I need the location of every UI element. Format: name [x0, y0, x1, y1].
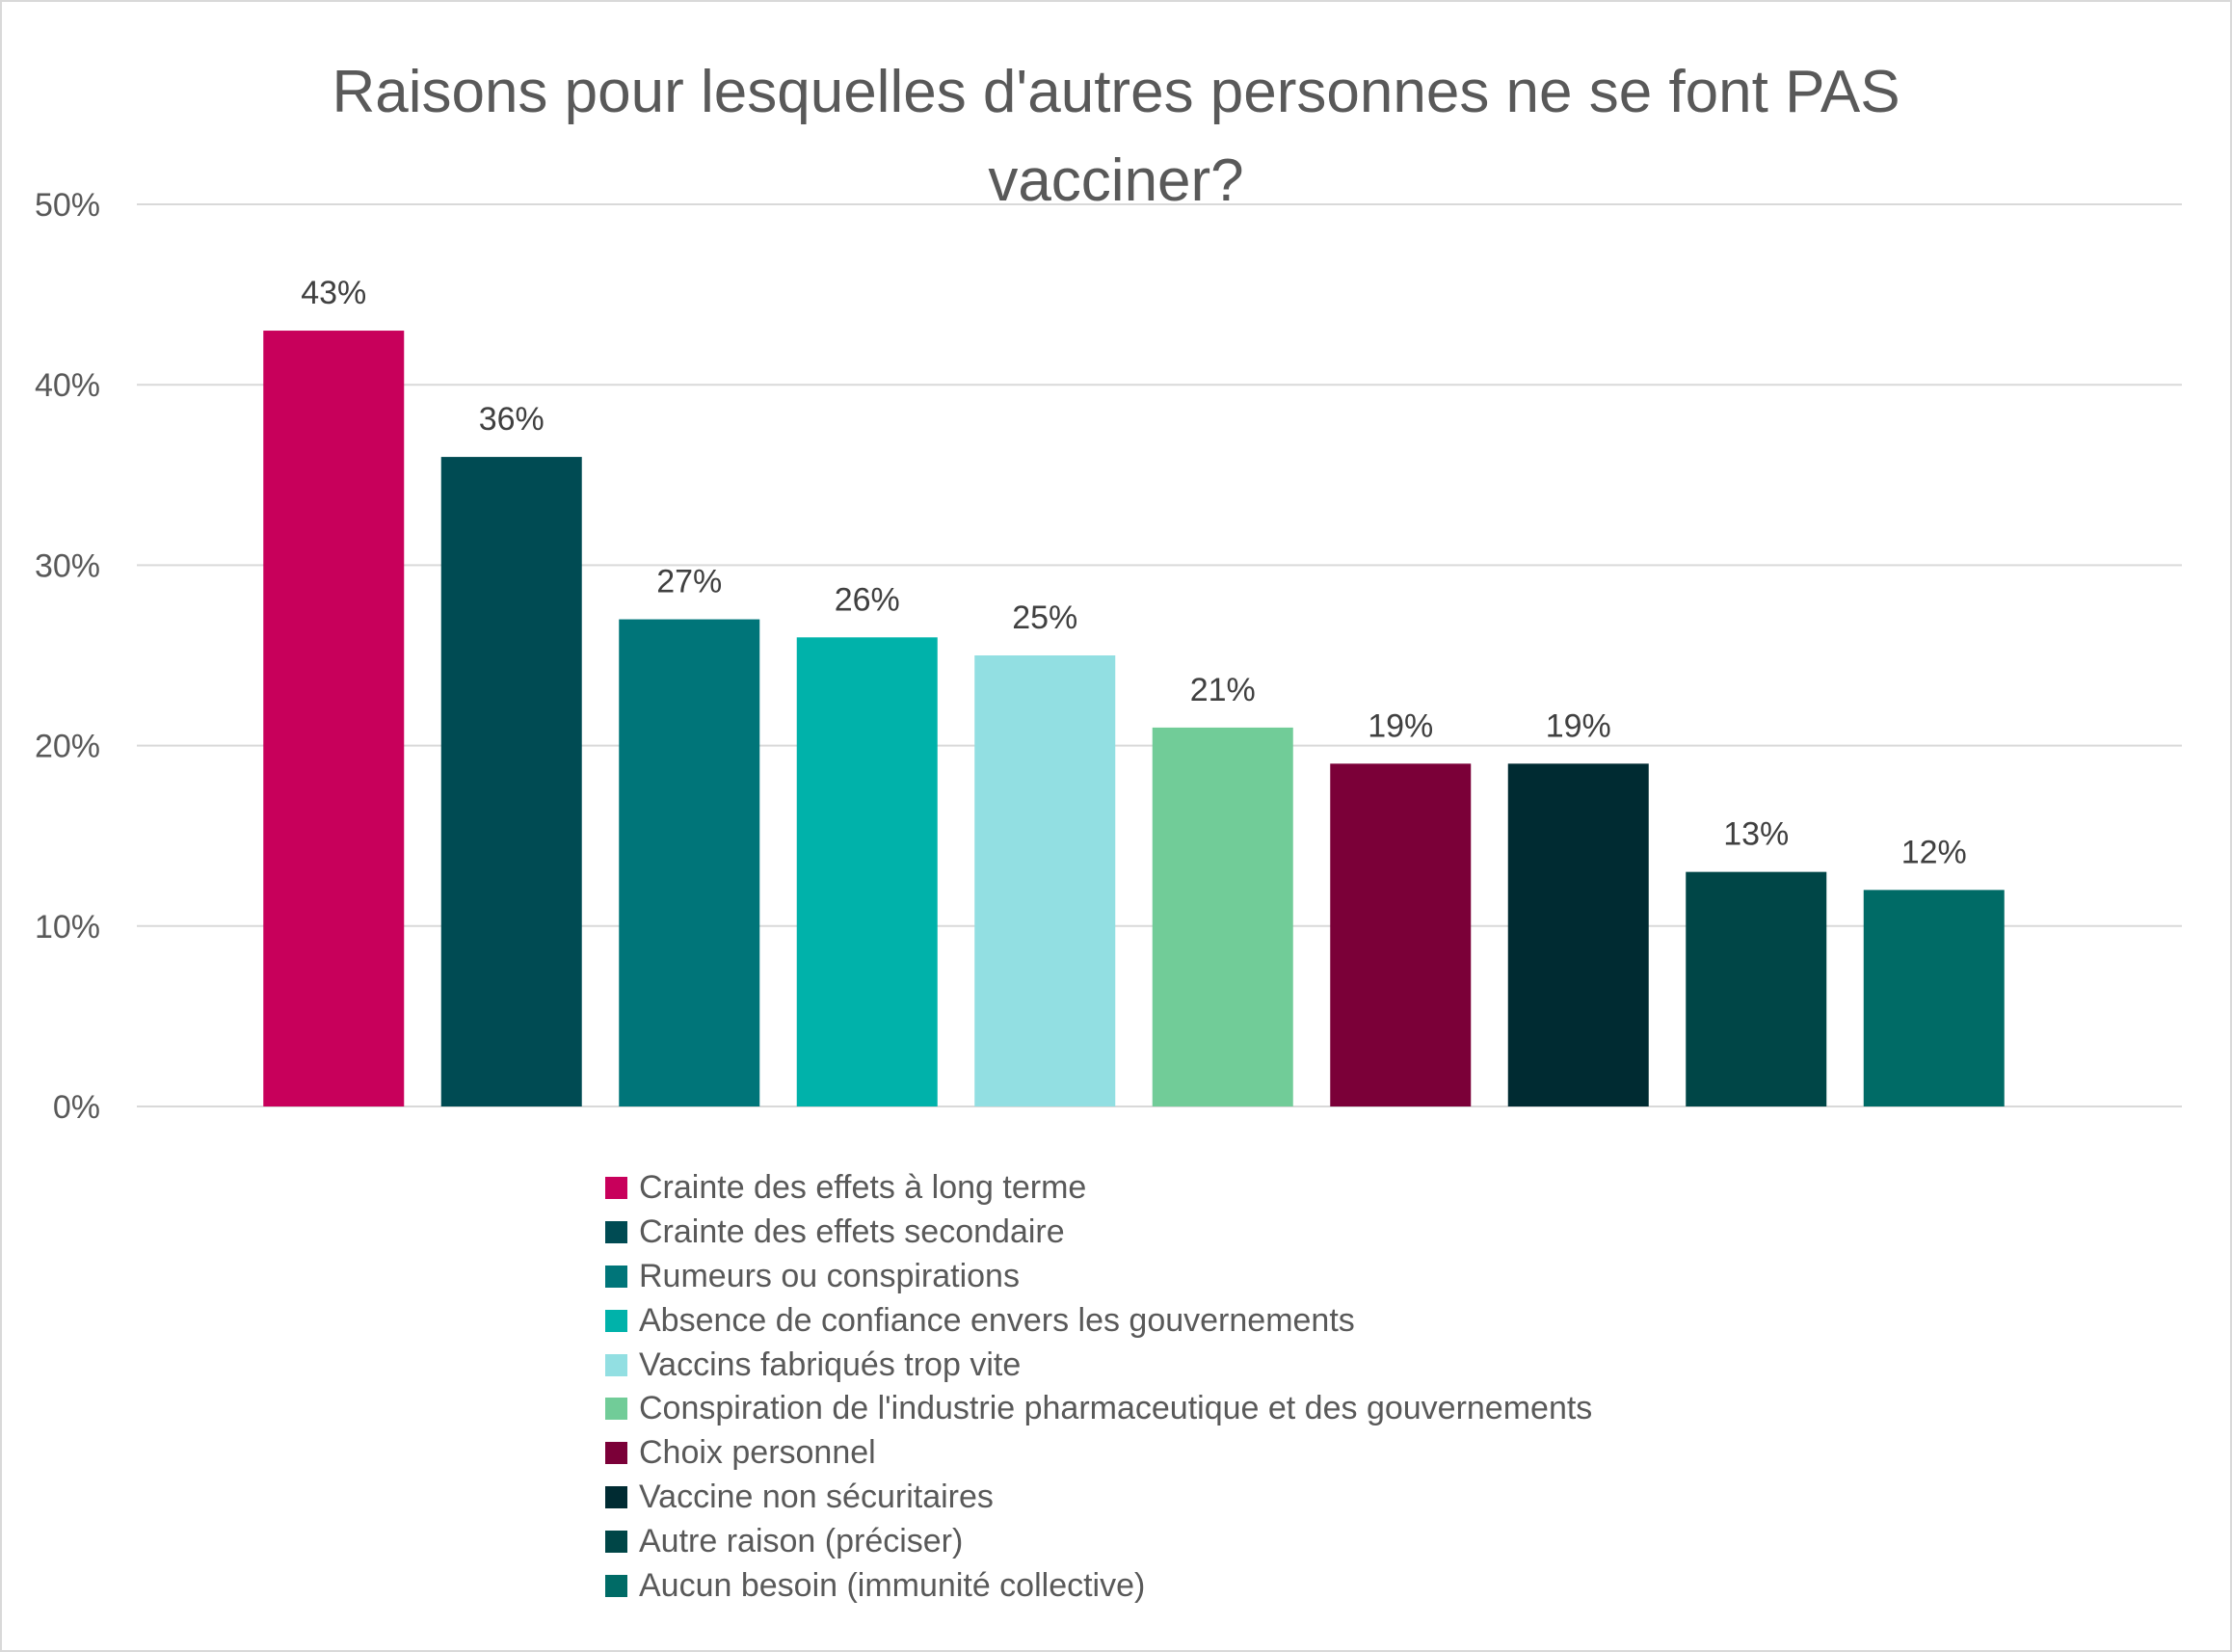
bar-7 — [1330, 763, 1472, 1106]
legend-item: Choix personnel — [605, 1431, 1592, 1476]
bar-5 — [974, 655, 1116, 1106]
legend-swatch — [605, 1574, 627, 1597]
legend-swatch — [605, 1177, 627, 1200]
chart-title-line-1: Raisons pour lesquelles d'autres personn… — [332, 59, 1900, 125]
bar-4 — [796, 637, 938, 1106]
bar-8 — [1507, 763, 1649, 1106]
data-label-8: 19% — [1546, 707, 1611, 744]
legend-swatch — [605, 1353, 627, 1376]
legend-item: Aucun besoin (immunité collective) — [605, 1563, 1592, 1608]
legend-item: Conspiration de l'industrie pharmaceutiq… — [605, 1387, 1592, 1431]
legend-swatch — [605, 1530, 627, 1553]
legend-label: Crainte des effets à long terme — [639, 1169, 1087, 1207]
legend-label: Aucun besoin (immunité collective) — [639, 1566, 1146, 1604]
legend-label: Autre raison (préciser) — [639, 1522, 964, 1559]
bar-10 — [1863, 890, 2005, 1106]
legend-label: Vaccins fabriqués trop vite — [639, 1346, 1022, 1383]
chart-title-line-2: vacciner? — [988, 147, 1244, 214]
data-label-6: 21% — [1190, 672, 1256, 708]
data-label-3: 27% — [656, 564, 722, 600]
bar-9 — [1686, 871, 1827, 1106]
data-label-10: 12% — [1901, 834, 1967, 870]
bar-2 — [440, 457, 582, 1107]
data-label-1: 43% — [301, 275, 366, 311]
legend-item: Vaccins fabriqués trop vite — [605, 1343, 1592, 1387]
legend-item: Crainte des effets à long terme — [605, 1166, 1592, 1211]
legend-label: Vaccine non sécuritaires — [639, 1478, 994, 1515]
y-tick-label: 10% — [35, 909, 100, 946]
y-tick-label: 20% — [35, 729, 100, 765]
legend-swatch — [605, 1265, 627, 1288]
chart-legend: Crainte des effets à long terme Crainte d… — [605, 1166, 1592, 1608]
legend-item: Autre raison (préciser) — [605, 1519, 1592, 1563]
legend-swatch — [605, 1221, 627, 1244]
legend-swatch — [605, 1485, 627, 1508]
legend-item: Absence de confiance envers les gouverne… — [605, 1298, 1592, 1343]
bar-1 — [263, 331, 405, 1106]
legend-label: Absence de confiance envers les gouverne… — [639, 1301, 1355, 1339]
data-labels: 43% 36% 27% 26% 25% 21% 19% 19% 13% 12% — [301, 275, 1967, 870]
legend-label: Choix personnel — [639, 1434, 876, 1472]
bar-6 — [1152, 727, 1293, 1106]
y-tick-label: 40% — [35, 367, 100, 404]
chart-title: Raisons pour lesquelles d'autres personn… — [2, 48, 2230, 226]
legend-swatch — [605, 1309, 627, 1332]
legend-swatch — [605, 1398, 627, 1421]
legend-item: Vaccine non sécuritaires — [605, 1476, 1592, 1520]
data-label-9: 13% — [1723, 816, 1789, 853]
legend-item: Rumeurs ou conspirations — [605, 1255, 1592, 1299]
legend-label: Crainte des effets secondaire — [639, 1213, 1065, 1251]
y-tick-label: 50% — [35, 187, 100, 224]
legend-label: Rumeurs ou conspirations — [639, 1257, 1020, 1294]
data-label-5: 25% — [1012, 600, 1077, 636]
bars — [263, 331, 2005, 1107]
legend-label: Conspiration de l'industrie pharmaceutiq… — [639, 1390, 1593, 1427]
bar-3 — [619, 619, 760, 1106]
legend-item: Crainte des effets secondaire — [605, 1211, 1592, 1255]
data-label-7: 19% — [1368, 707, 1433, 744]
y-axis: 0% 10% 20% 30% 40% 50% — [35, 187, 100, 1126]
data-label-2: 36% — [479, 401, 545, 438]
data-label-4: 26% — [835, 581, 900, 618]
legend-swatch — [605, 1442, 627, 1465]
y-tick-label: 0% — [53, 1089, 100, 1126]
y-tick-label: 30% — [35, 547, 100, 584]
